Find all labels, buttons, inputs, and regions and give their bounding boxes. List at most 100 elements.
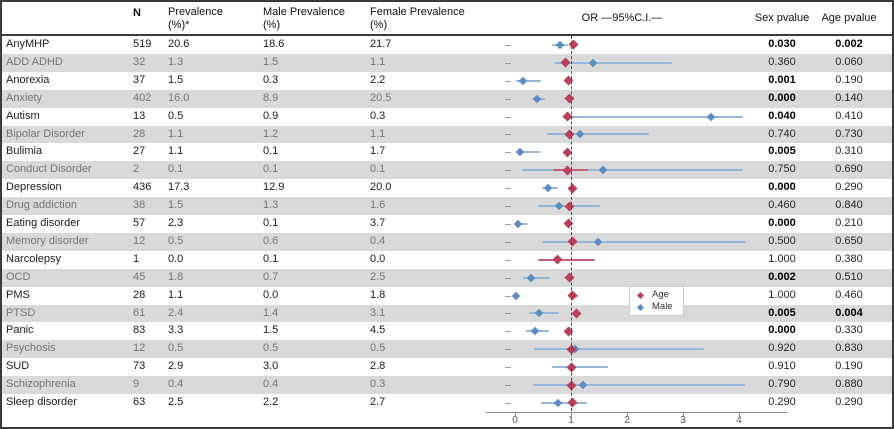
n-value: 12 [133,234,146,247]
male-ci-line [521,169,743,172]
condition-name: Schizophrenia [6,378,76,391]
condition-name: SUD [6,360,30,373]
age-pvalue: 0.210 [835,217,863,229]
plot-y-tick [505,241,511,243]
plot-y-tick [505,44,511,46]
axis-tick [571,411,572,416]
female-prevalence-value: 1.1 [370,55,386,68]
female-prevalence-value: 0.4 [370,234,386,247]
legend-item-male: Male [636,301,673,313]
age-pvalue: 0.690 [835,163,863,176]
table-row: Memory disorder 12 0.5 0.6 0.4 0.500 0.650 [2,232,892,251]
n-value: 27 [133,145,146,158]
prevalence-value: 16.0 [168,91,190,104]
sex-pvalue: 0.500 [768,234,796,247]
male-ci-line [529,312,560,315]
plot-y-tick [505,62,511,64]
prevalence-value: 2.4 [168,306,184,319]
table-row: Eating disorder 57 2.3 0.1 3.7 0.000 0.210 [2,215,892,233]
age-or-marker [571,308,582,319]
prevalence-value: 20.6 [168,38,190,50]
female-prevalence-value: 1.8 [370,288,386,301]
male-ci-line [554,61,672,64]
male-prevalence-value: 12.9 [263,181,285,194]
table-row: Autism 13 0.5 0.9 0.3 0.040 0.410 [2,108,892,126]
sex-pvalue: 0.005 [768,306,796,319]
table-row: Anorexia 37 1.5 0.3 2.2 0.001 0.190 [2,72,892,90]
sex-pvalue: 0.920 [768,342,796,355]
male-or-marker [534,309,544,318]
male-prevalence-value: 0.0 [263,288,279,301]
male-prevalence-value: 0.1 [263,145,279,158]
condition-name: Memory disorder [6,234,89,247]
prevalence-value: 2.9 [168,360,184,373]
age-pvalue: 0.830 [835,342,863,355]
prevalence-value: 0.0 [168,252,184,265]
n-value: 73 [133,360,146,373]
male-prevalence-value: 0.7 [263,270,279,283]
sex-pvalue: 0.000 [768,324,796,337]
age-pvalue: 0.004 [835,306,863,319]
prevalence-value: 0.5 [168,342,184,355]
prevalence-value: 0.1 [168,163,184,176]
condition-name: PTSD [6,306,36,319]
male-ci-line [546,133,650,136]
female-prevalence-value: 0.0 [370,252,386,265]
age-pvalue: 0.190 [835,73,863,86]
male-prevalence-value: 0.4 [263,378,279,391]
n-value: 436 [133,181,152,194]
male-or-marker [594,237,603,247]
age-pvalue: 0.650 [835,234,863,247]
male-prevalence-value: 0.5 [263,342,279,355]
age-pvalue: 0.190 [835,360,863,373]
sex-pvalue: 0.005 [768,145,796,158]
table-row: Bulimia 27 1.1 0.1 1.7 0.005 0.310 [2,143,892,161]
age-pvalue: 0.730 [835,127,863,140]
female-prevalence-value: 0.1 [370,163,386,176]
header-age-pvalue: Age pvalue [821,12,877,24]
age-pvalue: 0.410 [835,109,863,122]
n-value: 519 [133,38,152,50]
age-or-marker [567,183,578,194]
condition-name: Sleep disorder [6,396,77,408]
header-or-ci: OR —95%C.I.— [581,12,663,24]
age-or-marker [561,57,571,68]
table-row: Depression 436 17.3 12.9 20.0 0.000 0.290 [2,179,892,197]
sex-pvalue: 0.460 [768,199,796,212]
condition-name: Anxiety [6,91,43,104]
female-prevalence-value: 3.1 [370,306,386,319]
condition-name: PMS [6,288,30,301]
sex-pvalue: 1.000 [768,288,796,301]
condition-name: Panic [6,324,34,337]
table-row: Schizophrenia 9 0.4 0.4 0.3 0.790 0.880 [2,376,892,394]
female-prevalence-value: 0.5 [370,342,386,355]
male-or-marker [515,148,525,157]
axis-line [486,411,788,413]
plot-y-tick [505,385,511,387]
male-prevalence-value: 1.5 [263,324,279,337]
male-or-marker [554,201,564,211]
age-pvalue: 0.380 [835,252,863,265]
n-value: 32 [133,55,146,68]
prevalence-value: 2.5 [168,396,184,408]
age-or-marker [564,272,575,283]
age-or-marker [564,201,575,211]
prevalence-value: 0.5 [168,109,184,122]
sex-pvalue: 0.290 [768,396,796,408]
plot-y-tick [505,259,511,261]
table-row: OCD 45 1.8 0.7 2.5 0.002 0.510 [2,268,892,287]
sex-pvalue: 0.001 [768,73,796,86]
male-ci-line [534,348,704,351]
age-pvalue: 0.840 [835,199,863,212]
age-pvalue: 0.290 [835,181,863,194]
male-prevalence-value: 2.2 [263,396,279,408]
table-row: Drug addiction 38 1.5 1.3 1.6 0.460 0.840 [2,197,892,215]
male-or-marker [589,58,598,68]
female-prevalence-value: 1.1 [370,127,386,140]
plot-y-tick [505,116,511,118]
plot-y-tick [505,134,511,136]
sex-pvalue: 0.000 [768,217,796,229]
table-header: N Prevalence (%)* Male Prevalence (%) Fe… [2,2,892,36]
male-or-marker [706,112,716,121]
